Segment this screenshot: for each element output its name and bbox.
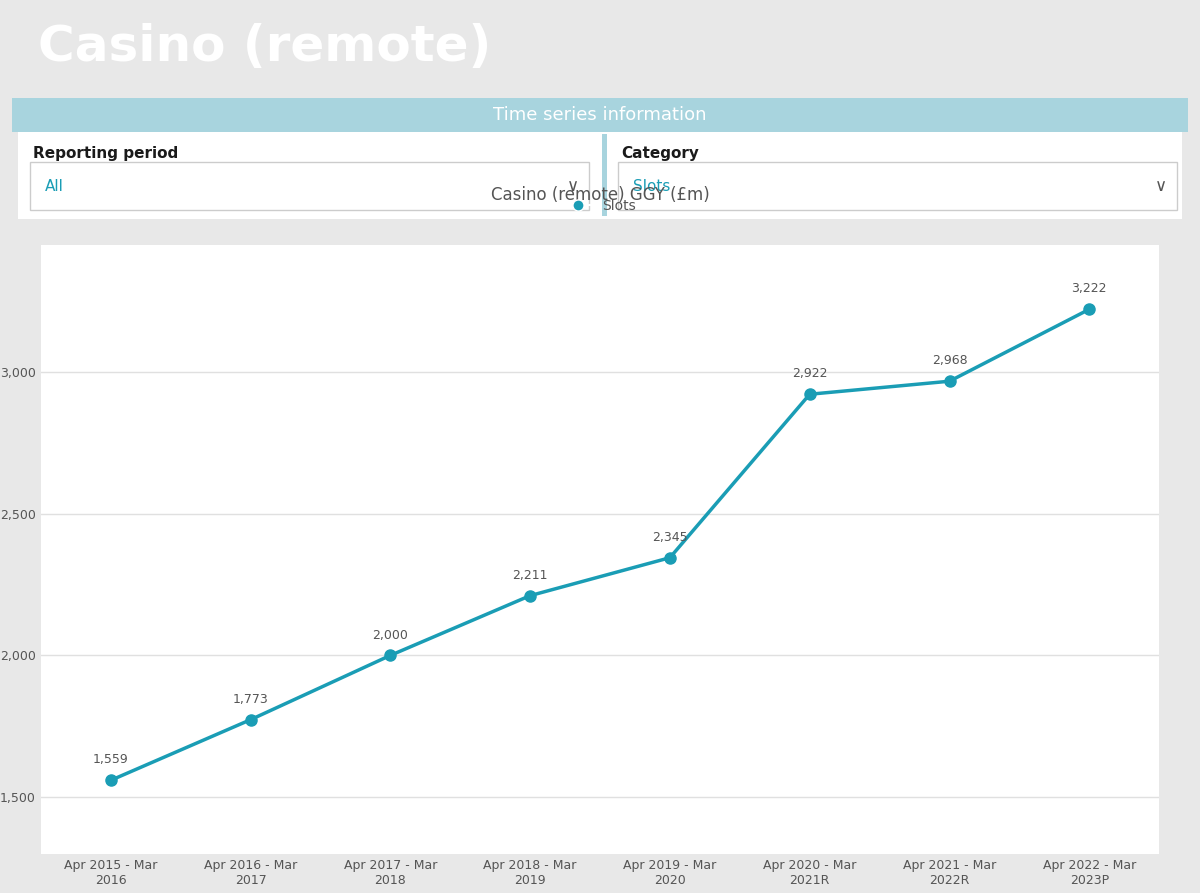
Text: 2,968: 2,968 — [931, 355, 967, 367]
Text: 1,773: 1,773 — [233, 693, 269, 705]
FancyBboxPatch shape — [30, 163, 589, 211]
Text: Slots: Slots — [632, 179, 671, 194]
Text: 2,922: 2,922 — [792, 367, 828, 380]
Text: ∨: ∨ — [566, 177, 578, 196]
Legend: Slots: Slots — [558, 194, 642, 219]
Bar — [12, 98, 1188, 132]
Text: Casino (remote): Casino (remote) — [38, 23, 491, 71]
Text: 2,000: 2,000 — [372, 629, 408, 641]
Bar — [18, 132, 1182, 219]
Text: ∨: ∨ — [1154, 177, 1166, 196]
Text: 2,345: 2,345 — [652, 530, 688, 544]
Text: Reporting period: Reporting period — [34, 146, 179, 161]
Text: 3,222: 3,222 — [1072, 282, 1108, 296]
Text: Category: Category — [622, 146, 700, 161]
FancyBboxPatch shape — [618, 163, 1177, 211]
Title: Casino (remote) GGY (£m): Casino (remote) GGY (£m) — [491, 187, 709, 204]
Text: 1,559: 1,559 — [92, 754, 128, 766]
Text: 2,211: 2,211 — [512, 569, 548, 581]
Text: All: All — [44, 179, 64, 194]
Bar — [602, 134, 607, 216]
Text: Time series information: Time series information — [493, 106, 707, 124]
